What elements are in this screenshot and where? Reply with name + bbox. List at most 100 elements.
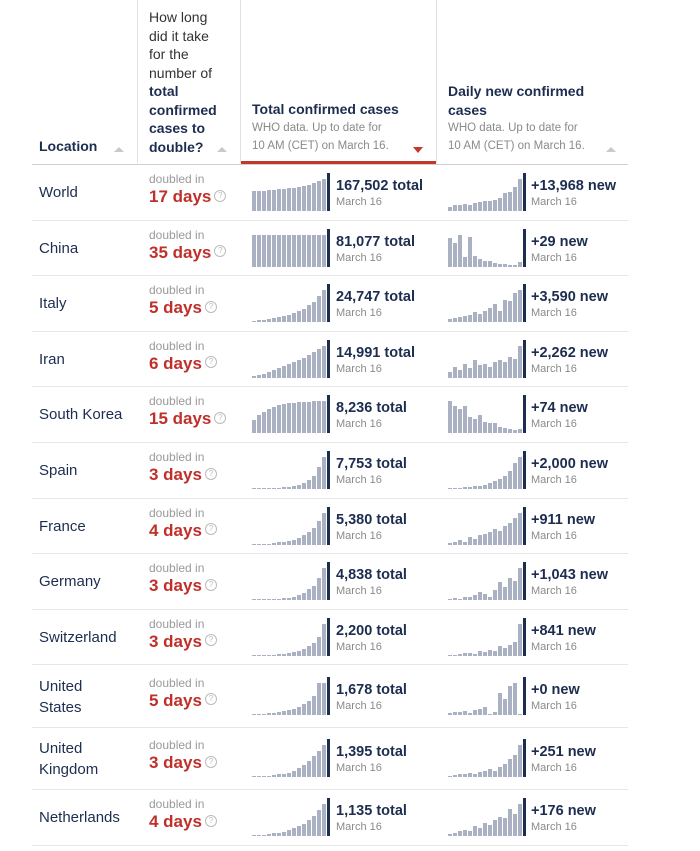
total-cases-sparkline	[252, 284, 330, 322]
spark-current-marker	[523, 395, 526, 433]
spark-bar	[262, 599, 266, 600]
spark-bar	[292, 403, 296, 433]
spark-bar	[468, 367, 472, 378]
question-circle-icon[interactable]: ?	[204, 467, 217, 480]
total-cases-date: March 16	[336, 821, 382, 833]
table-row[interactable]: Italy doubled in 5 days? 24,747 total March …	[32, 276, 628, 332]
question-circle-icon[interactable]: ?	[204, 634, 217, 647]
spark-bar	[252, 191, 256, 211]
spark-bar	[252, 835, 256, 836]
spark-bar	[297, 187, 301, 211]
location-line: Switzerland	[39, 628, 117, 646]
table-row[interactable]: Switzerland doubled in 3 days? 2,200 total M…	[32, 610, 628, 665]
new-cases-date: March 16	[531, 585, 577, 597]
question-circle-icon[interactable]: ?	[204, 578, 217, 591]
total-cases-sparkline	[252, 395, 330, 433]
question-circle-icon[interactable]: ?	[214, 245, 227, 258]
spark-bar	[508, 471, 512, 489]
location-name: United States	[39, 676, 82, 718]
table-row[interactable]: Netherlands doubled in 4 days? 1,135 total M…	[32, 790, 628, 846]
location-line: United	[39, 740, 83, 757]
spark-bar	[513, 187, 517, 211]
question-circle-icon[interactable]: ?	[204, 814, 217, 827]
new-cases-sparkline	[448, 506, 526, 545]
spark-bar	[257, 488, 261, 489]
sort-arrow-icon[interactable]	[217, 147, 227, 152]
spark-bar	[262, 543, 266, 545]
spark-bar	[478, 364, 482, 378]
sort-arrow-active-icon[interactable]	[413, 147, 423, 153]
spark-bar	[282, 316, 286, 322]
spark-bar	[468, 315, 472, 322]
doubled-in-label: doubled in	[149, 738, 205, 752]
doubling-column-header[interactable]: How long did it take for the number of total…	[149, 8, 237, 156]
spark-bar	[503, 428, 507, 433]
table-row[interactable]: South Korea doubled in 15 days? 8,236 total…	[32, 387, 628, 443]
spark-bar	[508, 685, 512, 715]
doubled-in-label: doubled in	[149, 505, 205, 520]
spark-bar	[483, 422, 487, 433]
spark-bar	[473, 419, 477, 433]
question-circle-icon[interactable]: ?	[204, 523, 217, 536]
table-row[interactable]: Spain doubled in 3 days? 7,753 total March 1…	[32, 443, 628, 499]
question-circle-icon[interactable]: ?	[204, 693, 217, 706]
spark-bar	[317, 181, 321, 211]
table-row[interactable]: United States doubled in 5 days? 1,678 total…	[32, 665, 628, 728]
total-cases-value: 5,380 total	[336, 511, 407, 528]
question-circle-icon[interactable]: ?	[204, 300, 217, 313]
total-cases-column-header[interactable]: Total confirmed cases WHO data. Up to da…	[252, 100, 434, 155]
new-cases-value: +911 new	[531, 511, 596, 528]
spark-bar	[262, 320, 266, 322]
table-row[interactable]: World doubled in 17 days? 167,502 total Marc…	[32, 165, 628, 221]
row-divider	[32, 609, 628, 610]
location-column-header[interactable]: Location	[39, 137, 97, 156]
spark-bar	[312, 401, 316, 433]
spark-bar	[297, 234, 301, 267]
spark-bar	[322, 568, 326, 600]
spark-bar	[292, 597, 296, 600]
spark-bar	[468, 597, 472, 600]
row-divider	[32, 331, 628, 332]
spark-bar	[312, 642, 316, 656]
spark-bar	[453, 598, 457, 600]
spark-bar	[252, 776, 256, 777]
question-circle-icon[interactable]: ?	[214, 411, 227, 424]
total-cases-date: March 16	[336, 529, 382, 542]
spark-bar	[473, 826, 477, 836]
total-cases-value: 167,502 total	[336, 178, 424, 194]
spark-bar	[493, 423, 497, 433]
spark-bar	[317, 751, 321, 777]
table-row[interactable]: United Kingdom doubled in 3 days? 1,395 tota…	[32, 728, 628, 790]
spark-bar	[468, 773, 472, 777]
table-row[interactable]: Germany doubled in 3 days? 4,838 total March…	[32, 554, 628, 610]
spark-bar	[297, 595, 301, 600]
doubled-in-label: doubled in	[149, 227, 205, 242]
sort-arrow-icon[interactable]	[606, 147, 616, 152]
table-row[interactable]: China doubled in 35 days? 81,077 total March…	[32, 221, 628, 276]
sort-arrow-icon[interactable]	[114, 147, 124, 152]
spark-current-marker	[523, 617, 526, 656]
spark-bar	[468, 205, 472, 211]
spark-bar	[483, 533, 487, 545]
daily-cases-column-header[interactable]: Daily new confirmed cases WHO data. Up t…	[448, 82, 628, 155]
daily-header-sub-2: 10 AM (CET) on March 16.	[448, 140, 585, 152]
table-row[interactable]: Iran doubled in 6 days? 14,991 total March 1…	[32, 332, 628, 387]
spark-bar	[267, 776, 271, 777]
question-circle-icon[interactable]: ?	[204, 356, 217, 369]
new-cases-sparkline	[448, 228, 526, 267]
spark-bar	[463, 406, 467, 433]
spark-bar	[252, 713, 256, 715]
spark-bar	[473, 538, 477, 545]
question-circle-icon[interactable]: ?	[214, 189, 227, 202]
spark-bar	[483, 706, 487, 715]
question-circle-icon[interactable]: ?	[204, 755, 217, 768]
spark-bar	[292, 313, 296, 322]
spark-bar	[277, 711, 281, 715]
doubling-days-value: 6 days	[149, 353, 202, 373]
table-row[interactable]: France doubled in 4 days? 5,380 total March …	[32, 499, 628, 554]
spark-bar	[453, 205, 457, 211]
spark-bar	[498, 427, 502, 433]
spark-bar	[453, 366, 457, 378]
spark-bar	[458, 711, 462, 715]
total-cases-value: 14,991 total	[336, 344, 415, 361]
